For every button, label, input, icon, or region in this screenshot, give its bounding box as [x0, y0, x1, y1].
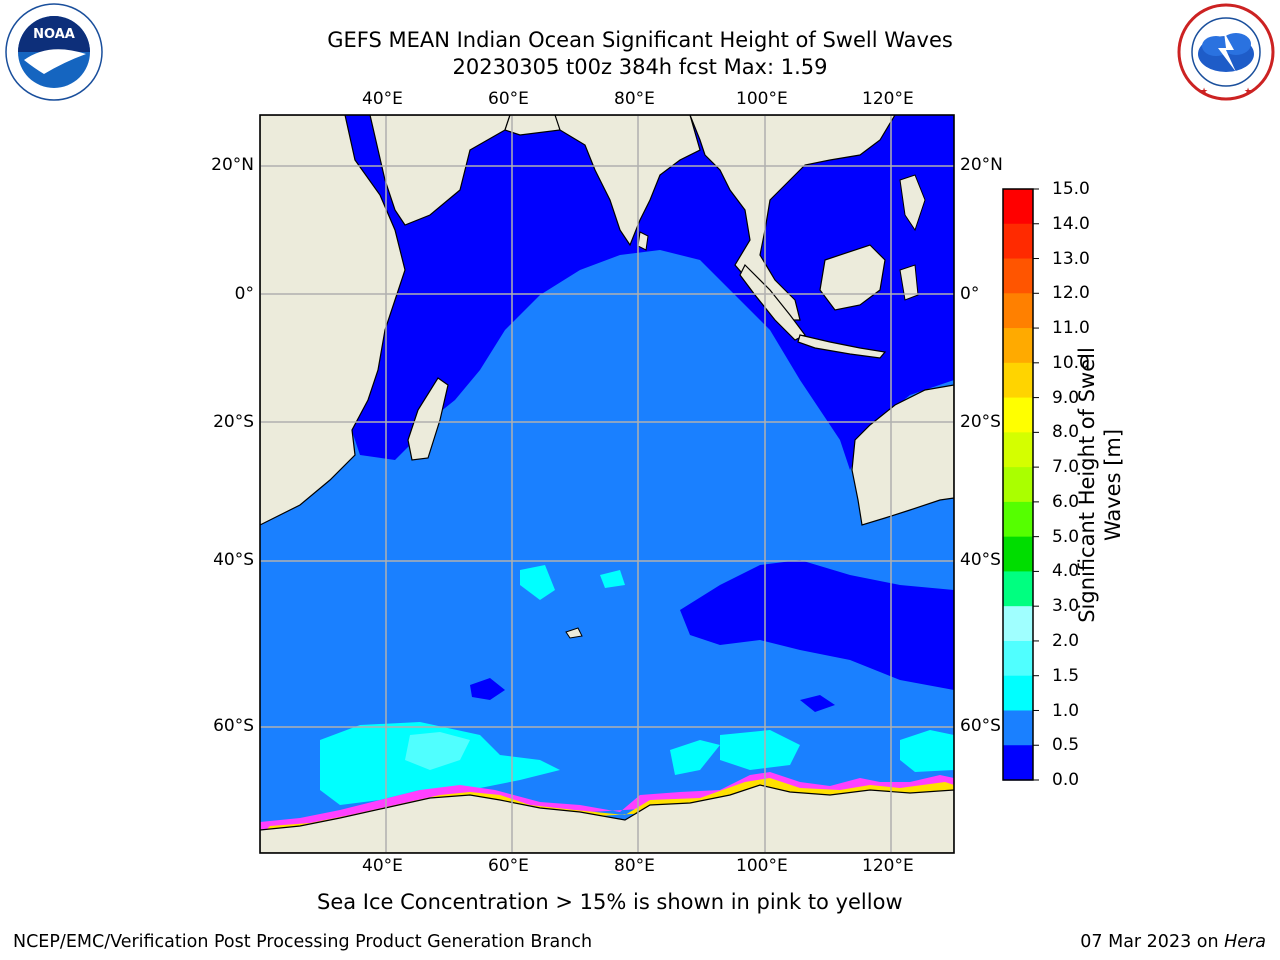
top-lon-label: 100°E	[736, 89, 788, 109]
colorbar-tick-label: 1.0	[1052, 700, 1080, 721]
colorbar-swatch	[1003, 397, 1033, 433]
colorbar-tick-label: 13.0	[1052, 248, 1090, 269]
top-lon-label: 60°E	[488, 89, 529, 109]
colorbar-tick-label: 11.0	[1052, 318, 1090, 339]
colorbar-swatch	[1003, 606, 1033, 642]
map-area	[260, 115, 954, 853]
colorbar-swatch	[1003, 328, 1033, 364]
gridlines	[260, 115, 954, 853]
right-lat-label: 20°S	[960, 412, 1001, 432]
land-australia	[851, 384, 954, 526]
colorbar-swatch	[1003, 189, 1033, 225]
colorbar-swatch	[1003, 432, 1033, 468]
colorbar-tick-label: 15.0	[1052, 179, 1090, 199]
colorbar-swatch	[1003, 745, 1033, 781]
left-lat-label: 20°N	[211, 155, 254, 175]
land-madagascar	[407, 377, 449, 461]
colorbar-tick-label: 10.0	[1052, 352, 1090, 373]
left-lat-label: 0°	[234, 284, 254, 304]
low-swell-north	[345, 115, 954, 470]
colorbar-swatch	[1003, 710, 1033, 746]
top-lon-label: 40°E	[362, 89, 403, 109]
colorbar-swatch	[1003, 362, 1033, 399]
footer-left: NCEP/EMC/Verification Post Processing Pr…	[13, 932, 593, 952]
colorbar-tick-label: 1.5	[1052, 665, 1080, 686]
colorbar	[1003, 188, 1039, 781]
colorbar-tick-label: 3.0	[1052, 596, 1080, 617]
colorbar-tick-label: 5.0	[1052, 526, 1080, 547]
right-lat-label: 40°S	[960, 550, 1001, 570]
colorbar-tick-label: 0.0	[1052, 770, 1080, 790]
colorbar-tick-label: 4.0	[1052, 561, 1080, 582]
left-lat-label: 20°S	[213, 412, 254, 432]
noaa-logo: NOAA	[4, 2, 104, 102]
colorbar-tick-label: 0.5	[1052, 735, 1080, 756]
colorbar-swatch	[1003, 258, 1033, 294]
colorbar-swatch	[1003, 571, 1033, 607]
footer-date: 07 Mar 2023 on	[1080, 932, 1225, 952]
colorbar-swatch	[1003, 501, 1033, 538]
nws-logo: ★ ★	[1176, 2, 1276, 102]
footer-right: 07 Mar 2023 on Hera	[1080, 932, 1266, 952]
land-india	[554, 115, 701, 247]
bottom-lon-label: 40°E	[362, 856, 403, 876]
map-frame	[259, 114, 955, 854]
colorbar-tick-label: 9.0	[1052, 387, 1080, 408]
colorbar-tick-label: 8.0	[1052, 422, 1080, 443]
colorbar-label-line1: Significant Height of Swell	[1075, 347, 1099, 623]
chart-title: GEFS MEAN Indian Ocean Significant Heigh…	[327, 28, 953, 52]
map-caption: Sea Ice Concentration > 15% is shown in …	[317, 890, 903, 914]
colorbar-swatch	[1003, 223, 1033, 260]
top-lon-label: 120°E	[862, 89, 914, 109]
top-lon-label: 80°E	[614, 89, 655, 109]
noaa-logo-text: NOAA	[33, 27, 75, 42]
left-lat-label: 60°S	[213, 716, 254, 736]
footer-host: Hera	[1224, 932, 1266, 952]
colorbar-tick-label: 7.0	[1052, 457, 1080, 478]
svg-text:★: ★	[1200, 87, 1208, 97]
right-lat-label: 60°S	[960, 716, 1001, 736]
right-lat-label: 0°	[960, 284, 980, 304]
bottom-lon-label: 120°E	[862, 856, 914, 876]
bottom-lon-label: 80°E	[614, 856, 655, 876]
bottom-lon-label: 60°E	[488, 856, 529, 876]
colorbar-tick-label: 14.0	[1052, 213, 1090, 234]
bottom-lon-label: 100°E	[736, 856, 788, 876]
chart-subtitle: 20230305 t00z 384h fcst Max: 1.59	[452, 55, 828, 79]
left-lat-label: 40°S	[213, 550, 254, 570]
colorbar-swatch	[1003, 640, 1033, 677]
colorbar-tick-label: 2.0	[1052, 630, 1080, 651]
colorbar-tick-label: 12.0	[1052, 283, 1090, 304]
colorbar-swatch	[1003, 467, 1033, 503]
colorbar-tick-label: 6.0	[1052, 491, 1080, 512]
land-antarctica	[260, 784, 954, 853]
colorbar-frame	[1002, 188, 1034, 781]
cyan-band-east	[720, 730, 800, 770]
right-lat-label: 20°N	[960, 155, 1003, 175]
colorbar-swatch	[1003, 675, 1033, 712]
low-swell-south	[680, 560, 954, 690]
colorbar-label-line2: Waves [m]	[1101, 428, 1125, 542]
colorbar-swatch	[1003, 536, 1033, 573]
colorbar-swatch	[1003, 293, 1033, 329]
svg-text:★: ★	[1244, 87, 1252, 97]
